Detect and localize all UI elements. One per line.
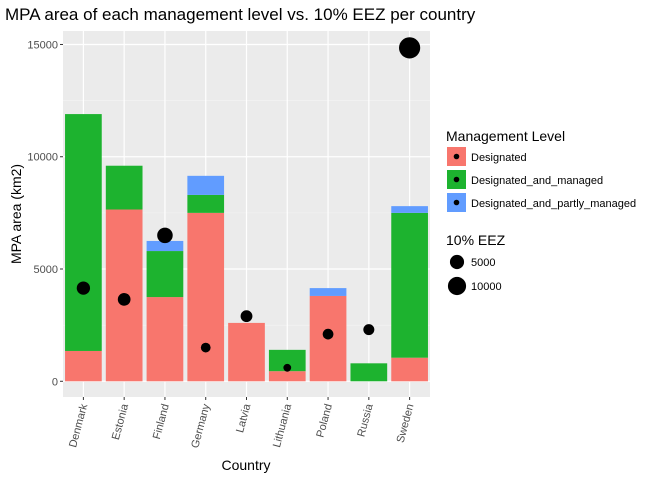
bars	[65, 114, 428, 382]
y-tick-label: 10000	[27, 152, 58, 164]
eez-point	[283, 363, 292, 372]
legend-label: Designated_and_managed	[471, 175, 603, 187]
x-tick-label: Russia	[355, 402, 376, 438]
legend-size-key	[449, 254, 465, 270]
eez-point	[76, 281, 91, 295]
eez-point	[363, 324, 375, 336]
bar-segment	[105, 165, 143, 210]
x-tick-label: Estonia	[110, 402, 131, 441]
eez-point	[200, 342, 211, 353]
bar-segment	[187, 194, 225, 213]
eez-points	[76, 37, 421, 372]
x-tick-label: Sweden	[395, 403, 417, 445]
x-tick-label: Poland	[314, 403, 334, 439]
x-tick-label: Latvia	[234, 402, 253, 434]
x-tick-label: Germany	[189, 402, 212, 449]
bar-segment	[65, 350, 102, 382]
y-tick-label: 5000	[34, 264, 58, 276]
bar-segment	[350, 363, 388, 382]
bar-segment	[391, 357, 428, 382]
bar-segment	[187, 175, 225, 195]
legend-key-dot	[453, 199, 460, 206]
legend-fill-title: Management Level	[446, 128, 565, 144]
chart-title: MPA area of each management level vs. 10…	[5, 5, 476, 24]
y-tick-label: 15000	[27, 39, 58, 51]
x-tick-label: Lithuania	[271, 402, 294, 449]
legend-size-label: 10000	[471, 281, 502, 293]
bar-segment	[268, 371, 306, 382]
legend-label: Designated	[471, 152, 527, 164]
bar-segment	[228, 322, 265, 382]
bar-segment	[65, 114, 102, 351]
legend-size-label: 5000	[471, 257, 495, 269]
eez-point	[322, 328, 334, 340]
bar-segment	[146, 240, 184, 252]
legend-key-dot	[453, 176, 460, 183]
bar-segment	[146, 297, 184, 382]
bar-segment	[146, 251, 184, 298]
bar-segment	[187, 212, 225, 382]
legend-size-key	[447, 276, 467, 296]
x-axis: Denmark Estonia Finland Germany Latvia Lithua…	[67, 397, 417, 449]
y-axis: 0 5000 10000 15000	[27, 39, 63, 388]
legend-key-dot	[453, 153, 460, 160]
y-axis-title: MPA area (km2)	[8, 164, 24, 264]
legend: Management Level Designated Designated_and…	[446, 128, 636, 296]
legend-label: Designated_and_partly_managed	[471, 198, 636, 210]
legend-size-title: 10% EEZ	[446, 232, 506, 248]
bar-segment	[309, 288, 347, 296]
bar-segment	[268, 349, 306, 372]
eez-point	[240, 310, 253, 323]
y-tick-label: 0	[52, 376, 58, 388]
x-tick-label: Finland	[151, 403, 172, 441]
bar-segment	[391, 212, 428, 358]
x-axis-title: Country	[221, 457, 270, 473]
eez-point	[117, 292, 131, 306]
x-tick-label: Denmark	[67, 402, 90, 449]
eez-point	[157, 227, 173, 244]
bar-segment	[391, 206, 428, 213]
eez-point	[399, 37, 421, 59]
